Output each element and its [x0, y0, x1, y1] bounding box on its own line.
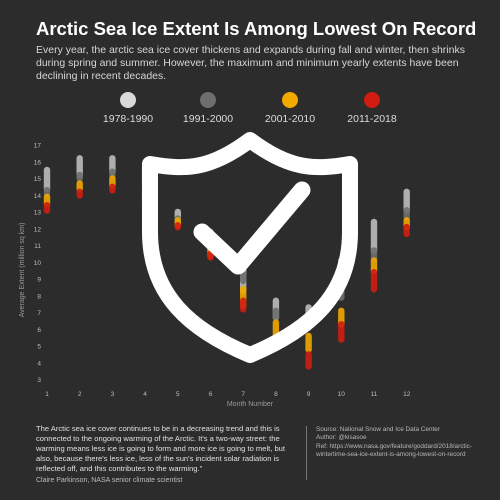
- y-tick-label: 14: [34, 193, 42, 200]
- ice-extent-range-mark: [240, 270, 247, 285]
- shield-check-icon: [142, 132, 358, 363]
- ice-extent-range-mark: [43, 202, 51, 214]
- x-tick-label: 11: [371, 391, 378, 398]
- y-tick-label: 6: [37, 327, 41, 334]
- y-tick-label: 3: [37, 377, 41, 384]
- y-tick-label: 13: [34, 210, 42, 217]
- y-tick-label: 7: [37, 310, 41, 317]
- x-tick-label: 12: [403, 391, 411, 398]
- ice-extent-range-mark: [76, 180, 83, 192]
- ice-extent-range-mark: [370, 218, 378, 254]
- footer-quote: The Arctic sea ice cover continues to be…: [36, 424, 298, 486]
- source-line: Source: National Snow and Ice Data Cente…: [316, 426, 440, 433]
- y-tick-label: 9: [37, 277, 41, 284]
- ice-extent-range-mark: [403, 188, 410, 214]
- y-tick-label: 8: [37, 293, 41, 300]
- x-tick-label: 5: [176, 391, 180, 398]
- x-axis-ticks: 1 2 3 4 5 6 7 8 9 10 11 12: [45, 391, 411, 398]
- legend-label: 2001-2010: [264, 113, 316, 125]
- x-tick-label: 7: [241, 391, 245, 398]
- ice-extent-range-mark: [272, 307, 280, 321]
- legend-dot: [364, 92, 380, 108]
- ice-extent-range-mark: [240, 297, 247, 313]
- ice-extent-range-mark: [109, 183, 116, 194]
- ice-extent-range-mark: [305, 332, 312, 353]
- author-line: Author: @kisasoe: [316, 434, 367, 442]
- x-tick-label: 9: [307, 391, 311, 398]
- legend-item-2011-2018: 2011-2018: [342, 92, 402, 125]
- legend-item-1978-1990: 1978-1990: [98, 92, 158, 125]
- reference-line: Ref: https://www.nasa.gov/feature/goddar…: [316, 442, 472, 459]
- ice-extent-range-mark: [174, 222, 181, 231]
- ice-extent-range-mark: [43, 166, 51, 192]
- legend-label: 1991-2000: [182, 113, 234, 125]
- y-tick-label: 12: [34, 226, 42, 233]
- ice-extent-range-mark: [76, 188, 83, 199]
- legend-item-1991-2000: 1991-2000: [178, 92, 238, 125]
- x-tick-label: 8: [274, 391, 278, 398]
- ice-extent-range-mark: [403, 223, 410, 238]
- y-tick-label: 11: [34, 243, 41, 250]
- y-axis-label: Average Extent (million sq km): [19, 223, 26, 318]
- legend-dot: [282, 92, 298, 108]
- y-tick-label: 4: [37, 360, 41, 367]
- ice-extent-range-mark: [370, 269, 378, 293]
- y-tick-label: 10: [34, 260, 42, 267]
- y-axis-ticks: 3 4 5 6 7 8 9 10 11 12 13 14 15 16 17: [34, 143, 42, 385]
- footer-source: Source: National Snow and Ice Data Cente…: [316, 426, 476, 460]
- x-axis-label: Month Number: [227, 401, 274, 408]
- ice-extent-range-mark: [76, 171, 83, 182]
- footer-divider: [306, 426, 307, 480]
- legend-item-2001-2010: 2001-2010: [260, 92, 320, 125]
- y-tick-label: 5: [37, 344, 41, 351]
- quote-text: The Arctic sea ice cover continues to be…: [36, 424, 286, 473]
- x-tick-label: 4: [143, 391, 147, 398]
- x-tick-label: 1: [45, 391, 49, 398]
- x-tick-label: 6: [209, 391, 213, 398]
- quote-attribution: Claire Parkinson, NASA senior climate sc…: [36, 477, 183, 484]
- chart-title: Arctic Sea Ice Extent Is Among Lowest On…: [36, 18, 477, 39]
- ice-extent-range-mark: [338, 320, 345, 343]
- chart-subtitle: Every year, the arctic sea ice cover thi…: [36, 44, 465, 82]
- x-tick-label: 2: [78, 391, 82, 398]
- legend-label: 1978-1990: [102, 113, 154, 125]
- legend-dot: [200, 92, 216, 108]
- legend-dot: [120, 92, 136, 108]
- ice-extent-range-mark: [305, 351, 312, 370]
- y-tick-label: 15: [34, 176, 42, 183]
- legend-label: 2011-2018: [347, 113, 397, 125]
- y-tick-label: 17: [34, 143, 42, 150]
- x-tick-label: 3: [111, 391, 115, 398]
- ice-extent-range-mark: [403, 207, 410, 221]
- y-tick-label: 16: [34, 159, 42, 166]
- x-tick-label: 10: [338, 391, 346, 398]
